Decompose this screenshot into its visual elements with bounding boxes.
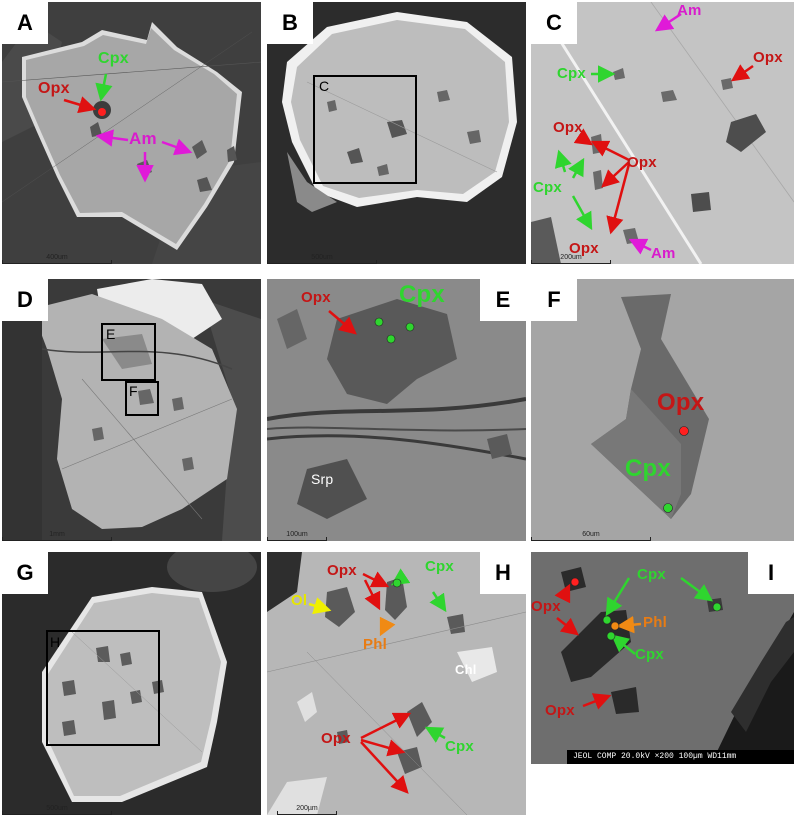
zoom-box-label-f: F bbox=[129, 383, 138, 399]
label-cpx: Cpx bbox=[625, 455, 671, 482]
label-opx-right: Opx bbox=[753, 49, 783, 66]
zoom-box-label-h: H bbox=[50, 634, 61, 650]
zoom-box-e bbox=[101, 323, 156, 381]
sem-info-bar: JEOL COMP 20.0kV ×200 100µm WD11mm bbox=[567, 750, 794, 764]
label-opx-bottom: Opx bbox=[545, 702, 575, 719]
label-cpx: Cpx bbox=[98, 50, 129, 67]
panel-h: H 200µm Opx Cpx Ol Phl Chl Opx Cpx bbox=[267, 552, 526, 815]
label-am: Am bbox=[129, 129, 157, 148]
label-opx-bottom: Opx bbox=[569, 240, 599, 257]
panel-i: I Opx Cpx Phl Cpx Opx JEOL COMP 20.0kV ×… bbox=[531, 552, 794, 764]
panel-label-h: H bbox=[480, 552, 526, 594]
zoom-box-h bbox=[46, 630, 160, 746]
panel-label-g: G bbox=[2, 552, 48, 594]
scale-bar-e: 100um bbox=[267, 531, 327, 541]
label-cpx-low: Cpx bbox=[635, 646, 664, 663]
scale-bar-a: 400um bbox=[2, 254, 112, 264]
label-opx: Opx bbox=[301, 289, 331, 306]
sem-image-g bbox=[2, 552, 261, 815]
label-am-top: Am bbox=[677, 2, 702, 19]
scale-bar-d: 1mm bbox=[2, 531, 112, 541]
label-srp: Srp bbox=[311, 471, 334, 487]
panel-a: A 400um Cpx Opx Am bbox=[2, 2, 261, 264]
sem-image-f bbox=[531, 279, 794, 541]
label-phl: Phl bbox=[643, 614, 667, 631]
scale-bar-h: 200µm bbox=[277, 805, 337, 815]
panel-f: F 60um Opx Cpx bbox=[531, 279, 794, 541]
zoom-box-label-e: E bbox=[106, 326, 116, 342]
label-cpx-top: Cpx bbox=[425, 558, 454, 575]
zoom-box-f bbox=[125, 381, 159, 416]
panel-b: B 500um C bbox=[267, 2, 526, 264]
label-opx-mid: Opx bbox=[553, 119, 583, 136]
label-phl: Phl bbox=[363, 636, 387, 653]
sem-image-a bbox=[2, 2, 261, 264]
scale-bar-c: 200um bbox=[531, 254, 611, 264]
label-ol: Ol bbox=[291, 592, 308, 609]
panel-c: C 200um Am Opx Cpx Opx Opx Cpx Opx Am bbox=[531, 2, 794, 264]
label-cpx: Cpx bbox=[399, 281, 445, 308]
sem-image-b bbox=[267, 2, 526, 264]
label-opx: Opx bbox=[657, 389, 705, 416]
panel-label-i: I bbox=[748, 552, 794, 594]
label-chl: Chl bbox=[455, 662, 477, 677]
label-opx-bottom: Opx bbox=[321, 730, 351, 747]
label-cpx-left: Cpx bbox=[557, 65, 586, 82]
panel-g: G 500um H bbox=[2, 552, 261, 815]
label-opx-top: Opx bbox=[531, 598, 561, 615]
label-opx-mid2: Opx bbox=[627, 154, 657, 171]
label-cpx-top: Cpx bbox=[637, 566, 666, 583]
label-am-bottom: Am bbox=[651, 245, 676, 262]
panel-label-e: E bbox=[480, 279, 526, 321]
zoom-box-c bbox=[313, 75, 417, 184]
panel-label-f: F bbox=[531, 279, 577, 321]
sem-image-d bbox=[2, 279, 261, 541]
panel-label-b: B bbox=[267, 2, 313, 44]
zoom-box-label-c: C bbox=[319, 78, 330, 94]
label-cpx-bottom: Cpx bbox=[445, 738, 474, 755]
sem-image-e bbox=[267, 279, 526, 541]
label-opx: Opx bbox=[38, 80, 70, 97]
label-cpx-low: Cpx bbox=[533, 179, 562, 196]
scale-bar-b: 500um bbox=[267, 254, 377, 264]
panel-label-a: A bbox=[2, 2, 48, 44]
panel-e: E 100um Opx Cpx Srp bbox=[267, 279, 526, 541]
label-opx-top: Opx bbox=[327, 562, 357, 579]
panel-d: D 1mm E F bbox=[2, 279, 261, 541]
panel-label-c: C bbox=[531, 2, 577, 44]
scale-bar-g: 500um bbox=[2, 805, 112, 815]
panel-label-d: D bbox=[2, 279, 48, 321]
sem-image-i bbox=[531, 552, 794, 764]
scale-bar-f: 60um bbox=[531, 531, 651, 541]
